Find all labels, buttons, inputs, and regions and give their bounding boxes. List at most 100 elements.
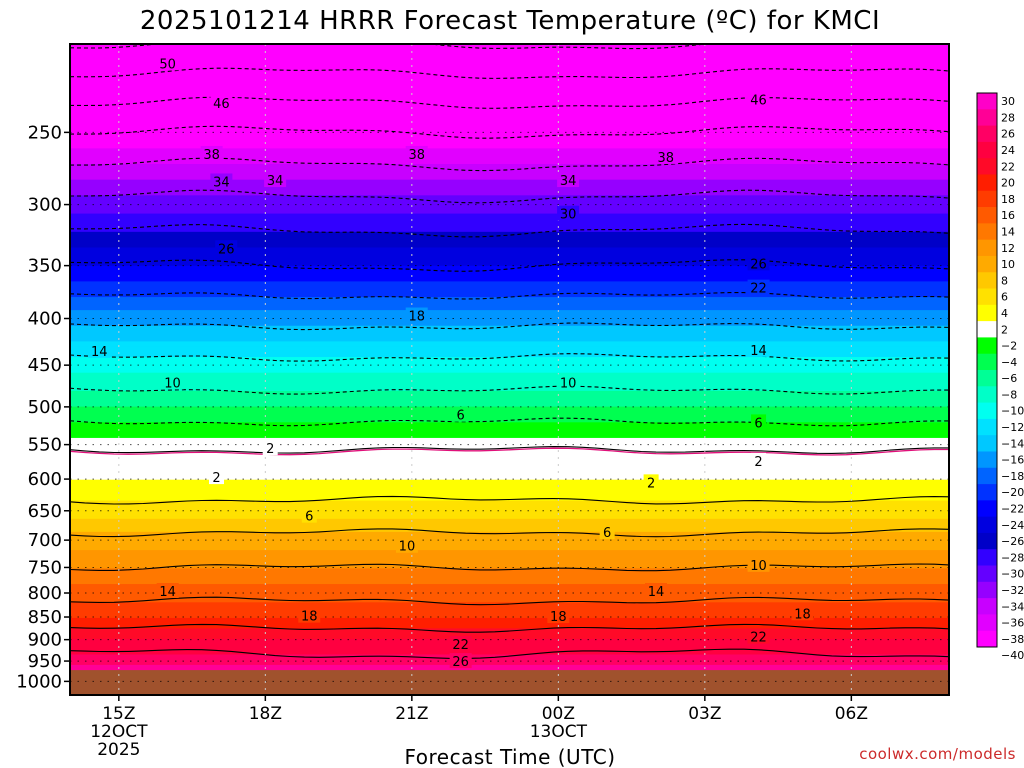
temperature-band <box>70 469 949 473</box>
temperature-band <box>70 297 949 301</box>
temperature-band <box>70 631 949 635</box>
temperature-band <box>70 383 949 387</box>
temperature-band <box>70 184 949 189</box>
temperature-band <box>70 117 949 121</box>
temperature-band <box>70 644 949 648</box>
temperature-band <box>70 625 949 629</box>
temperature-band <box>70 83 949 87</box>
temperature-band <box>70 106 949 110</box>
colorbar-swatch <box>977 532 997 550</box>
temperature-band <box>70 620 949 624</box>
freezing-level-line <box>70 447 949 456</box>
temperature-band <box>70 424 949 429</box>
temperature-band <box>70 67 949 71</box>
contour-label: 14 <box>91 345 108 360</box>
x-tick-label: 15Z <box>102 704 135 724</box>
temperature-band <box>70 560 949 564</box>
temperature-band <box>70 268 949 272</box>
contour-label: 22 <box>750 282 767 297</box>
temperature-band <box>70 411 949 416</box>
temperature-band <box>70 503 949 507</box>
contour-label-bg <box>747 341 770 357</box>
temperature-band <box>70 96 949 100</box>
colorbar-tick-label: −30 <box>1001 568 1024 581</box>
temperature-band <box>70 357 949 361</box>
temperature-band <box>70 229 949 233</box>
temperature-band <box>70 380 949 384</box>
contour-label: 6 <box>457 409 465 424</box>
temperature-band <box>70 375 949 379</box>
temperature-band <box>70 333 949 337</box>
temperature-band <box>70 492 949 496</box>
temperature-band <box>70 487 949 491</box>
contour-label: 38 <box>408 148 425 163</box>
temperature-band <box>70 662 949 666</box>
temperature-band <box>70 72 949 76</box>
contour-label-bg <box>262 440 278 456</box>
temperature-band <box>70 62 949 66</box>
temperature-band <box>70 419 949 423</box>
temperature-band <box>70 304 949 309</box>
isotherm-line <box>70 446 949 454</box>
temperature-band <box>70 143 949 147</box>
temperature-band <box>70 651 949 656</box>
temperature-band <box>70 114 949 118</box>
temperature-band <box>70 200 949 204</box>
temperature-band <box>70 604 949 609</box>
temperature-band <box>70 132 949 136</box>
temperature-band <box>70 445 949 449</box>
colorbar-swatch <box>977 321 997 338</box>
contour-label-bg <box>453 406 469 422</box>
colorbar-swatch <box>977 239 997 257</box>
temperature-band <box>70 636 949 640</box>
temperature-band <box>70 210 949 215</box>
contour-label-bg <box>215 240 238 256</box>
isotherm-line <box>70 623 949 633</box>
contour-label-bg <box>747 279 770 295</box>
contour-label: 6 <box>754 416 762 431</box>
temperature-band <box>70 450 949 455</box>
temperature-band <box>70 367 949 371</box>
colorbar-legend: 30 28 26 24 22 20 18 16 14 12 10 8 6 4 2 −2 −4 −6 −8 −10 −12… <box>976 92 1024 662</box>
colorbar-tick-label: 10 <box>1001 258 1015 271</box>
temperature-band <box>70 307 949 311</box>
temperature-band <box>70 80 949 84</box>
contour-label: 30 <box>560 208 577 223</box>
temperature-band <box>70 518 949 523</box>
contour-label: 10 <box>164 376 181 391</box>
temperature-band <box>70 646 949 650</box>
colorbar-tick-label: −8 <box>1001 388 1017 401</box>
temperature-band <box>70 221 949 225</box>
temperature-band <box>70 161 949 165</box>
colorbar-tick-label: −10 <box>1001 405 1024 418</box>
ground-fill <box>70 670 949 695</box>
temperature-band <box>70 576 949 580</box>
contour-label: 50 <box>159 57 176 72</box>
y-tick-label: 600 <box>28 469 62 490</box>
temperature-band <box>70 351 949 356</box>
x-axis-label: Forecast Time (UTC) <box>404 745 615 768</box>
y-tick-label: 500 <box>28 397 62 418</box>
contour-label: 14 <box>159 585 176 600</box>
temperature-band <box>70 544 949 549</box>
temperature-band <box>70 453 949 457</box>
temperature-band <box>70 187 949 191</box>
temperature-band <box>70 401 949 405</box>
temperature-band <box>70 372 949 376</box>
colorbar-swatch <box>977 565 997 583</box>
x-tick-label: 03Z <box>688 704 721 724</box>
temperature-band <box>70 242 949 246</box>
pressure-axis: 2503003504004505005506006507007508008509… <box>16 122 70 692</box>
temperature-band <box>70 330 949 335</box>
temperature-band <box>70 57 949 61</box>
temperature-band <box>70 388 949 392</box>
temperature-band <box>70 406 949 410</box>
contour-label: 26 <box>452 655 469 670</box>
temperature-band <box>70 667 949 671</box>
temperature-band <box>70 597 949 601</box>
y-tick-label: 650 <box>28 501 62 522</box>
colorbar-swatch <box>977 272 997 289</box>
temperature-band <box>70 135 949 139</box>
temperature-band <box>70 477 949 481</box>
contour-label-bg <box>156 583 179 599</box>
